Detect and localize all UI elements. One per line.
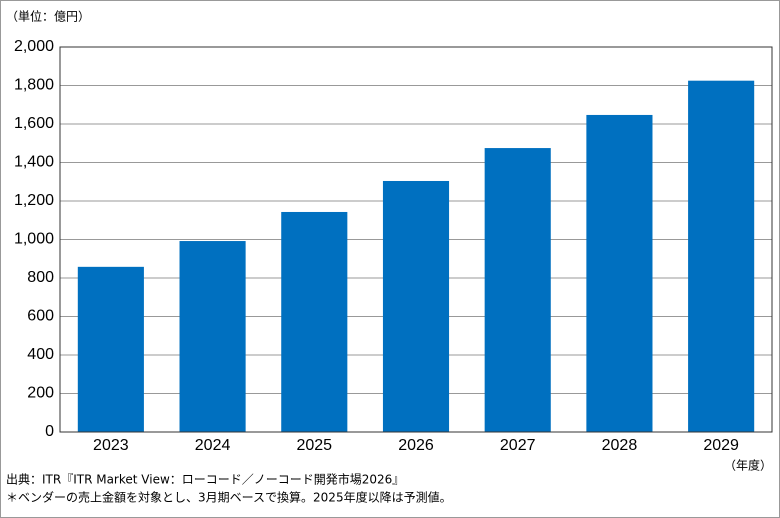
y-tick-label: 1,200 xyxy=(14,192,54,209)
source: 出典：ITR『ITR Market View：ローコード／ノーコード開発市場20… xyxy=(6,472,404,487)
bar xyxy=(179,241,246,432)
x-tick-label: 2023 xyxy=(93,437,129,454)
x-tick-label: 2029 xyxy=(703,437,739,454)
x-tick-label: 2026 xyxy=(398,437,434,454)
y-tick-label: 1,600 xyxy=(14,115,54,132)
x-tick-label: 2027 xyxy=(500,437,536,454)
x-tick-label: 2024 xyxy=(195,437,231,454)
y-tick-label: 400 xyxy=(27,346,54,363)
x-unit-label: （年度） xyxy=(724,458,772,473)
y-tick-label: 1,800 xyxy=(14,77,54,94)
bar xyxy=(586,114,653,432)
y-tick-label: 800 xyxy=(27,269,54,286)
y-tick-label: 600 xyxy=(27,308,54,325)
y-tick-label: 0 xyxy=(45,423,54,440)
y-tick-label: 1,000 xyxy=(14,231,54,248)
plot-border xyxy=(59,46,773,433)
bar xyxy=(688,80,755,432)
x-tick-label: 2025 xyxy=(296,437,332,454)
y-tick-label: 2,000 xyxy=(14,38,54,55)
note: ＊ベンダーの売上金額を対象とし、3月期ベースで換算。2025年度以降は予測値。 xyxy=(6,490,452,505)
x-tick-label: 2028 xyxy=(602,437,638,454)
y-tick-label: 1,400 xyxy=(14,154,54,171)
unit-label: （単位：億円） xyxy=(6,9,90,24)
bar xyxy=(77,266,144,432)
bar xyxy=(281,211,348,432)
bar xyxy=(484,148,551,432)
y-tick-label: 200 xyxy=(27,385,54,402)
bar xyxy=(382,180,450,432)
